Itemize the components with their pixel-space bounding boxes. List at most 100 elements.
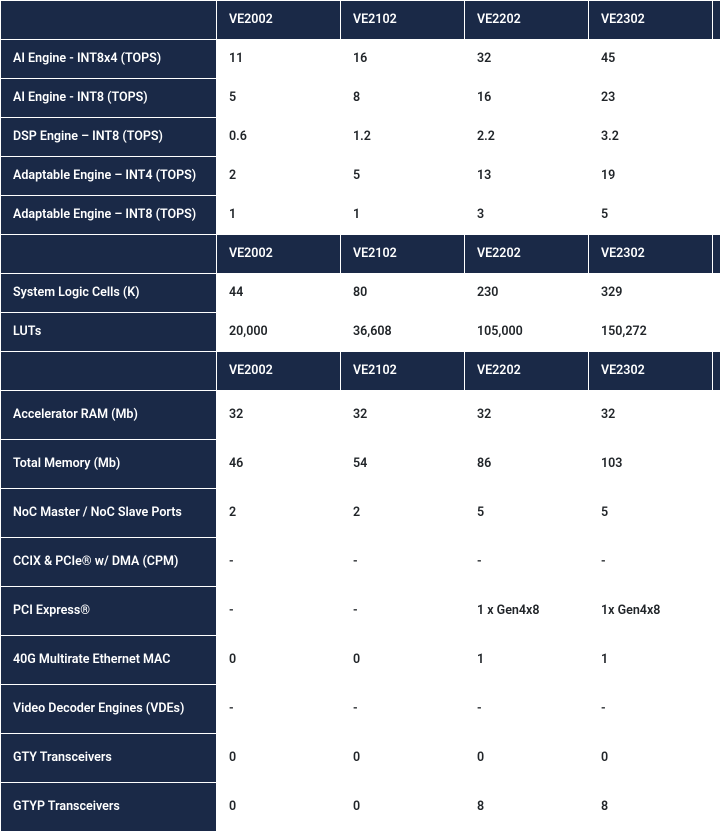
header-row: VE2002VE2102VE2202VE2302 (1, 352, 720, 391)
table-row: System Logic Cells (K)4480230329 (1, 274, 720, 313)
table-row: LUTs20,00036,608105,000150,272 (1, 313, 720, 352)
cell: 5 (589, 489, 713, 538)
cell: 2.2 (465, 118, 589, 157)
cell: 32 (341, 391, 465, 440)
cell: 0 (217, 734, 341, 783)
column-header: VE2302 (589, 1, 713, 40)
row-label: PCI Express® (1, 587, 217, 636)
cell: 5 (341, 157, 465, 196)
table-row: GTYP Transceivers0088 (1, 783, 720, 832)
column-header: VE2202 (465, 352, 589, 391)
cell: 8 (589, 783, 713, 832)
column-header: VE2002 (217, 1, 341, 40)
cell: 86 (465, 440, 589, 489)
cell: 0.6 (217, 118, 341, 157)
cell: 2 (217, 489, 341, 538)
cell: - (341, 587, 465, 636)
cell: 230 (465, 274, 589, 313)
column-header: VE2002 (217, 352, 341, 391)
table-row: 40G Multirate Ethernet MAC0011 (1, 636, 720, 685)
header-tail (713, 1, 720, 40)
cell: 150,272 (589, 313, 713, 352)
row-label: DSP Engine – INT8 (TOPS) (1, 118, 217, 157)
cell: 19 (589, 157, 713, 196)
cell: 3 (465, 196, 589, 235)
cell: 2 (217, 157, 341, 196)
cell: 2 (341, 489, 465, 538)
cell: 8 (465, 783, 589, 832)
header-row: VE2002VE2102VE2202VE2302 (1, 235, 720, 274)
cell: - (217, 587, 341, 636)
cell: 23 (589, 79, 713, 118)
cell: - (341, 538, 465, 587)
row-label: Accelerator RAM (Mb) (1, 391, 217, 440)
cell: 32 (465, 40, 589, 79)
cell: 1 (341, 196, 465, 235)
cell-tail (713, 313, 720, 352)
header-blank (1, 352, 217, 391)
cell-tail (713, 783, 720, 832)
cell: 16 (341, 40, 465, 79)
column-header: VE2102 (341, 235, 465, 274)
cell: 1 (465, 636, 589, 685)
column-header: VE2002 (217, 235, 341, 274)
column-header: VE2302 (589, 352, 713, 391)
table-row: AI Engine - INT8x4 (TOPS)11163245 (1, 40, 720, 79)
cell-tail (713, 118, 720, 157)
table-row: Total Memory (Mb)465486103 (1, 440, 720, 489)
cell: 8 (341, 79, 465, 118)
cell: 1 (589, 636, 713, 685)
row-label: Adaptable Engine – INT8 (TOPS) (1, 196, 217, 235)
cell: 3.2 (589, 118, 713, 157)
table-row: Adaptable Engine – INT8 (TOPS)1135 (1, 196, 720, 235)
column-header: VE2302 (589, 235, 713, 274)
row-label: GTY Transceivers (1, 734, 217, 783)
cell: 13 (465, 157, 589, 196)
cell: 46 (217, 440, 341, 489)
cell: 0 (217, 783, 341, 832)
spec-table: VE2002VE2102VE2202VE2302AI Engine - INT8… (0, 0, 720, 832)
table-row: NoC Master / NoC Slave Ports2255 (1, 489, 720, 538)
table-row: PCI Express®--1 x Gen4x81x Gen4x8 (1, 587, 720, 636)
cell: 32 (589, 391, 713, 440)
cell: 0 (341, 734, 465, 783)
table-row: DSP Engine – INT8 (TOPS)0.61.22.23.2 (1, 118, 720, 157)
cell-tail (713, 636, 720, 685)
cell-tail (713, 391, 720, 440)
cell: - (465, 538, 589, 587)
row-label: AI Engine - INT8 (TOPS) (1, 79, 217, 118)
table-row: AI Engine - INT8 (TOPS)581623 (1, 79, 720, 118)
cell: 1.2 (341, 118, 465, 157)
row-label: Total Memory (Mb) (1, 440, 217, 489)
column-header: VE2102 (341, 1, 465, 40)
cell: 36,608 (341, 313, 465, 352)
cell-tail (713, 274, 720, 313)
column-header: VE2202 (465, 1, 589, 40)
cell: 80 (341, 274, 465, 313)
column-header: VE2102 (341, 352, 465, 391)
cell-tail (713, 157, 720, 196)
cell: - (465, 685, 589, 734)
row-label: Video Decoder Engines (VDEs) (1, 685, 217, 734)
cell: 1x Gen4x8 (589, 587, 713, 636)
table-row: CCIX & PCIe® w/ DMA (CPM)---- (1, 538, 720, 587)
cell: - (217, 685, 341, 734)
cell: - (589, 538, 713, 587)
cell: 32 (217, 391, 341, 440)
cell-tail (713, 587, 720, 636)
header-row: VE2002VE2102VE2202VE2302 (1, 1, 720, 40)
cell: - (341, 685, 465, 734)
cell: 20,000 (217, 313, 341, 352)
cell: 11 (217, 40, 341, 79)
cell: 5 (465, 489, 589, 538)
cell: 1 x Gen4x8 (465, 587, 589, 636)
table-row: Adaptable Engine – INT4 (TOPS)251319 (1, 157, 720, 196)
cell: 45 (589, 40, 713, 79)
header-blank (1, 1, 217, 40)
cell-tail (713, 440, 720, 489)
row-label: NoC Master / NoC Slave Ports (1, 489, 217, 538)
cell: 16 (465, 79, 589, 118)
cell-tail (713, 196, 720, 235)
cell: 329 (589, 274, 713, 313)
row-label: LUTs (1, 313, 217, 352)
